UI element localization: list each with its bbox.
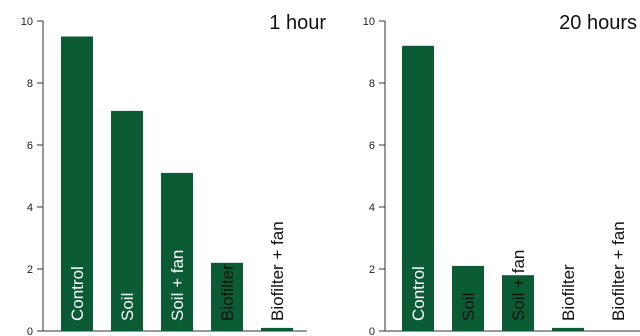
- y-tick-label: 2: [27, 264, 33, 276]
- bar-biofilter-fan: [261, 327, 293, 331]
- category-label: Soil + fan: [168, 250, 187, 321]
- y-tick-label: 8: [27, 78, 33, 90]
- category-label: Biofilter: [218, 264, 237, 321]
- bar-control: [402, 45, 434, 332]
- y-tick-label: 2: [369, 264, 375, 276]
- chart-20-hours: 0 2 4 6 8 10 Control Soil Soil + fan Biofilter Bio…: [363, 12, 640, 336]
- category-label: Control: [68, 266, 87, 321]
- chart-title: 1 hour: [269, 12, 326, 34]
- y-tick-label: 4: [369, 202, 375, 214]
- bar-biofilter: [211, 262, 243, 331]
- category-label: Control: [409, 266, 428, 321]
- category-label: Soil + fan: [509, 250, 528, 321]
- bar-soil-fan: [502, 275, 534, 331]
- y-tick-label: 6: [369, 140, 375, 152]
- bar-biofilter: [552, 327, 584, 331]
- bar-soil: [452, 265, 484, 331]
- category-label: Biofilter + fan: [268, 221, 287, 321]
- bar-soil-fan: [161, 172, 193, 331]
- y-tick-label: 10: [363, 16, 375, 28]
- y-tick-label: 10: [21, 16, 33, 28]
- y-tick-label: 0: [369, 326, 375, 336]
- y-tick-label: 0: [27, 326, 33, 336]
- category-label: Biofilter: [559, 264, 578, 321]
- chart-title: 20 hours: [559, 12, 637, 34]
- category-label: Soil: [118, 293, 137, 321]
- chart-1-hour: 0 2 4 6 8 10 Control Soil Soil + fan Biofilter Bio…: [21, 12, 327, 336]
- y-tick-label: 8: [369, 78, 375, 90]
- y-tick-label: 4: [27, 202, 33, 214]
- y-tick-label: 6: [27, 140, 33, 152]
- category-label: Biofilter + fan: [609, 221, 628, 321]
- bar-control: [61, 36, 93, 331]
- bar-soil: [111, 110, 143, 332]
- category-label: Soil: [459, 293, 478, 321]
